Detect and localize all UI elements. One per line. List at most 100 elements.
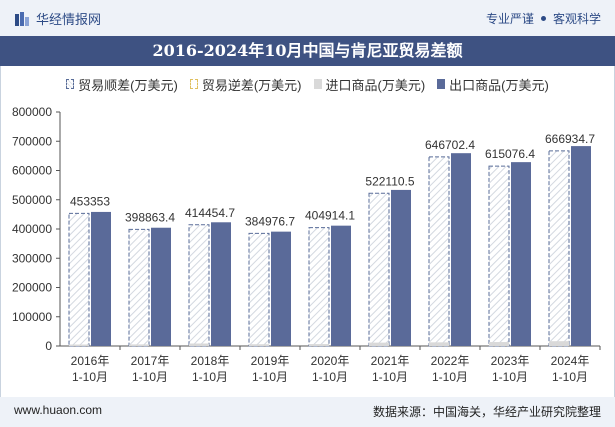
bar-import	[69, 344, 89, 346]
x-tick-label-line: 1-10月	[72, 370, 108, 384]
data-label-surplus: 646702.4	[425, 138, 475, 152]
x-tick-label-line: 2022年	[431, 354, 470, 368]
x-tick-label: 2016年 1-10月	[71, 354, 110, 384]
legend-label-export: 出口商品(万美元)	[449, 77, 549, 93]
footer-bar	[0, 397, 615, 427]
bar-export	[511, 162, 531, 346]
x-tick-label: 2017年 1-10月	[131, 354, 170, 384]
bar-surplus	[188, 224, 210, 347]
x-tick-label: 2019年 1-10月	[251, 354, 290, 384]
y-tick-label: 700000	[12, 134, 52, 148]
x-tick-label-line: 1-10月	[252, 370, 288, 384]
legend-item-deficit: 贸易逆差(万美元)	[189, 75, 302, 94]
tagline: 专业严谨 客观科学	[486, 10, 601, 27]
bar-export	[331, 225, 351, 346]
site-url[interactable]: www.huaon.com	[14, 403, 103, 417]
bar-surplus	[488, 165, 510, 347]
bar-surplus	[68, 212, 90, 347]
bar-import	[189, 343, 209, 346]
data-label-surplus: 522110.5	[365, 174, 414, 188]
x-tick-label-line: 1-10月	[372, 370, 408, 384]
x-tick-label-line: 2019年	[251, 354, 290, 368]
legend-swatch-surplus	[66, 79, 75, 89]
x-tick-label: 2020年 1-10月	[311, 354, 350, 384]
data-label-surplus: 615076.4	[485, 147, 535, 161]
bars	[68, 146, 591, 347]
bar-surplus	[428, 156, 450, 347]
bar-export	[451, 153, 471, 346]
chart-title: 2016-2024年10月中国与肯尼亚贸易差额	[152, 41, 463, 60]
bar-import	[369, 342, 389, 346]
bar-import	[429, 342, 449, 346]
legend-label-import: 进口商品(万美元)	[325, 77, 426, 93]
bar-surplus	[248, 232, 270, 347]
legend-swatch-deficit	[189, 79, 198, 89]
bar-export	[211, 222, 231, 346]
y-tick-label: 500000	[12, 193, 52, 207]
x-tick-label: 2022年 1-10月	[431, 354, 470, 384]
x-tick-label-line: 2023年	[491, 354, 530, 368]
bar-export	[91, 211, 111, 346]
brand-name: 华经情报网	[36, 12, 102, 27]
bar-surplus	[308, 227, 330, 347]
y-tick-label: 600000	[12, 164, 52, 178]
bar-export	[571, 146, 591, 346]
y-tick-label: 400000	[12, 222, 52, 236]
data-labels: 453353 398863.4 414454.7 384976.7 404914.1 52…	[70, 132, 595, 228]
data-label-surplus: 666934.7	[545, 132, 595, 146]
x-tick-label: 2023年 1-10月	[491, 354, 530, 384]
x-tick-label: 2018年 1-10月	[191, 354, 230, 384]
bar-import	[489, 342, 509, 346]
data-label-surplus: 384976.7	[245, 214, 295, 228]
data-label-surplus: 414454.7	[185, 206, 235, 220]
legend-swatch-export	[437, 79, 446, 89]
x-tick-label-line: 1-10月	[312, 370, 348, 384]
bar-surplus	[548, 150, 570, 347]
y-tick-label: 200000	[12, 281, 52, 295]
y-tick-label: 300000	[12, 251, 52, 265]
bar-import	[249, 344, 269, 346]
bar-import	[129, 344, 149, 346]
legend-label-surplus: 贸易顺差(万美元)	[78, 77, 178, 93]
brand: 华经情报网	[14, 9, 101, 28]
legend: 贸易顺差(万美元) 贸易逆差(万美元) 进口商品(万美元) 出口商品(万美元)	[0, 74, 615, 94]
bar-surplus	[368, 192, 390, 347]
legend-swatch-import	[313, 79, 322, 89]
x-tick-label-line: 2021年	[371, 354, 410, 368]
legend-item-import: 进口商品(万美元)	[313, 75, 426, 94]
x-tick-label-line: 1-10月	[132, 370, 168, 384]
bar-surplus	[128, 228, 150, 347]
y-tick-label: 800000	[12, 105, 52, 119]
data-label-surplus: 398863.4	[125, 210, 175, 224]
x-tick-label-line: 2024年	[551, 354, 590, 368]
x-tick-label-line: 2017年	[131, 354, 170, 368]
x-tick-label-line: 1-10月	[432, 370, 468, 384]
bar-import	[309, 344, 329, 346]
top-bar	[0, 0, 615, 36]
y-tick-label: 100000	[12, 310, 52, 324]
data-label-surplus: 404914.1	[305, 209, 355, 223]
legend-item-surplus: 贸易顺差(万美元)	[66, 75, 178, 94]
y-tick-label: 0	[45, 339, 52, 353]
x-tick-label-line: 2016年	[71, 354, 110, 368]
axes: 0 100000 200000 300000 400000 500000 600000 700…	[12, 105, 601, 384]
tagline-left: 专业严谨	[485, 12, 534, 26]
x-tick-label-line: 2020年	[311, 354, 350, 368]
tagline-dot-icon	[540, 16, 546, 21]
brand-logo-icon	[15, 11, 29, 26]
bar-export	[391, 189, 411, 346]
x-tick-label: 2021年 1-10月	[371, 354, 410, 384]
bar-export	[151, 227, 171, 346]
x-tick-label: 2024年 1-10月	[551, 354, 590, 384]
x-tick-label-line: 1-10月	[192, 370, 228, 384]
legend-item-export: 出口商品(万美元)	[437, 75, 549, 94]
data-source: 数据来源：中国海关，华经产业研究院整理	[372, 405, 601, 419]
data-label-surplus: 453353	[70, 194, 110, 208]
x-tick-label-line: 1-10月	[492, 370, 528, 384]
bar-import	[549, 341, 569, 346]
x-tick-label-line: 1-10月	[552, 370, 588, 384]
title-bar	[0, 36, 615, 66]
bar-export	[271, 231, 291, 346]
legend-label-deficit: 贸易逆差(万美元)	[201, 77, 302, 93]
